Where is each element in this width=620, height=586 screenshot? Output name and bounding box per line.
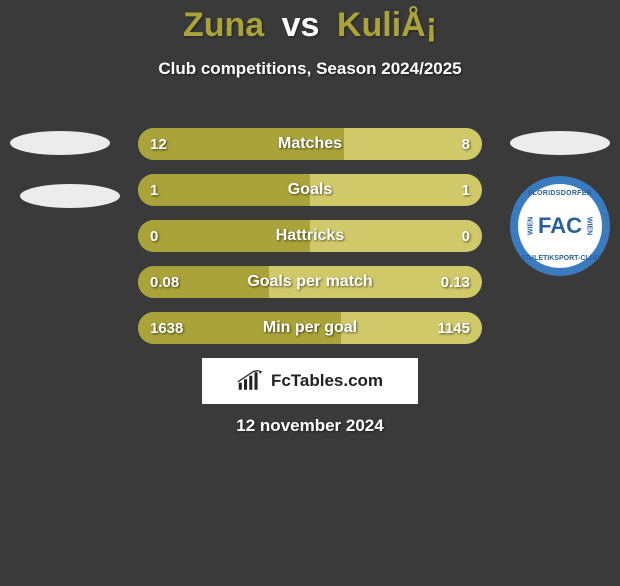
stat-value-right: 1 xyxy=(462,182,470,199)
fctables-text: FcTables.com xyxy=(271,371,383,391)
stat-value-right: 0 xyxy=(462,228,470,245)
stat-value-right: 0.13 xyxy=(441,274,470,291)
stat-value-left: 1 xyxy=(150,182,158,199)
comparison-title: Zuna vs KuliÅ¡ xyxy=(0,6,620,45)
stat-value-left: 1638 xyxy=(150,320,183,337)
fac-side-left: WIEN xyxy=(528,217,535,235)
fac-main-text: FAC xyxy=(538,213,582,239)
player2-logo-placeholder-1 xyxy=(510,131,610,155)
stat-value-left: 12 xyxy=(150,136,167,153)
player1-name: Zuna xyxy=(183,6,264,44)
stat-value-right: 1145 xyxy=(437,320,470,337)
player1-logo-placeholder-1 xyxy=(10,131,110,155)
stat-value-left: 0 xyxy=(150,228,158,245)
player1-logo-placeholder-2 xyxy=(20,184,120,208)
subtitle: Club competitions, Season 2024/2025 xyxy=(0,59,620,79)
stat-label: Hattricks xyxy=(276,227,344,245)
fac-top-arc: FLORIDSDORFER xyxy=(528,190,592,197)
stat-row: 12 Matches 8 xyxy=(138,128,482,160)
stat-row: 0.08 Goals per match 0.13 xyxy=(138,266,482,298)
stat-value-left: 0.08 xyxy=(150,274,179,291)
player2-name: KuliÅ¡ xyxy=(337,6,437,44)
fac-bottom-arc: ATHLETIKSPORT-CLUB xyxy=(520,255,600,262)
stat-row: 1 Goals 1 xyxy=(138,174,482,206)
stat-row: 0 Hattricks 0 xyxy=(138,220,482,252)
stat-label: Goals per match xyxy=(247,273,372,291)
stat-value-right: 8 xyxy=(462,136,470,153)
stat-row: 1638 Min per goal 1145 xyxy=(138,312,482,344)
fac-club-badge: FLORIDSDORFER FAC ATHLETIKSPORT-CLUB WIE… xyxy=(510,176,610,276)
stat-label: Min per goal xyxy=(263,319,357,337)
bar-chart-icon xyxy=(237,370,265,392)
stat-label: Goals xyxy=(288,181,332,199)
fac-side-right: WIEN xyxy=(585,217,592,235)
stats-table: 12 Matches 8 1 Goals 1 0 Hattricks 0 0.08 Goals pe… xyxy=(138,128,482,358)
snapshot-date: 12 november 2024 xyxy=(236,416,383,436)
stat-label: Matches xyxy=(278,135,342,153)
vs-text: vs xyxy=(282,6,320,44)
stat-row-fill xyxy=(138,174,310,206)
fctables-brand: FcTables.com xyxy=(202,358,418,404)
